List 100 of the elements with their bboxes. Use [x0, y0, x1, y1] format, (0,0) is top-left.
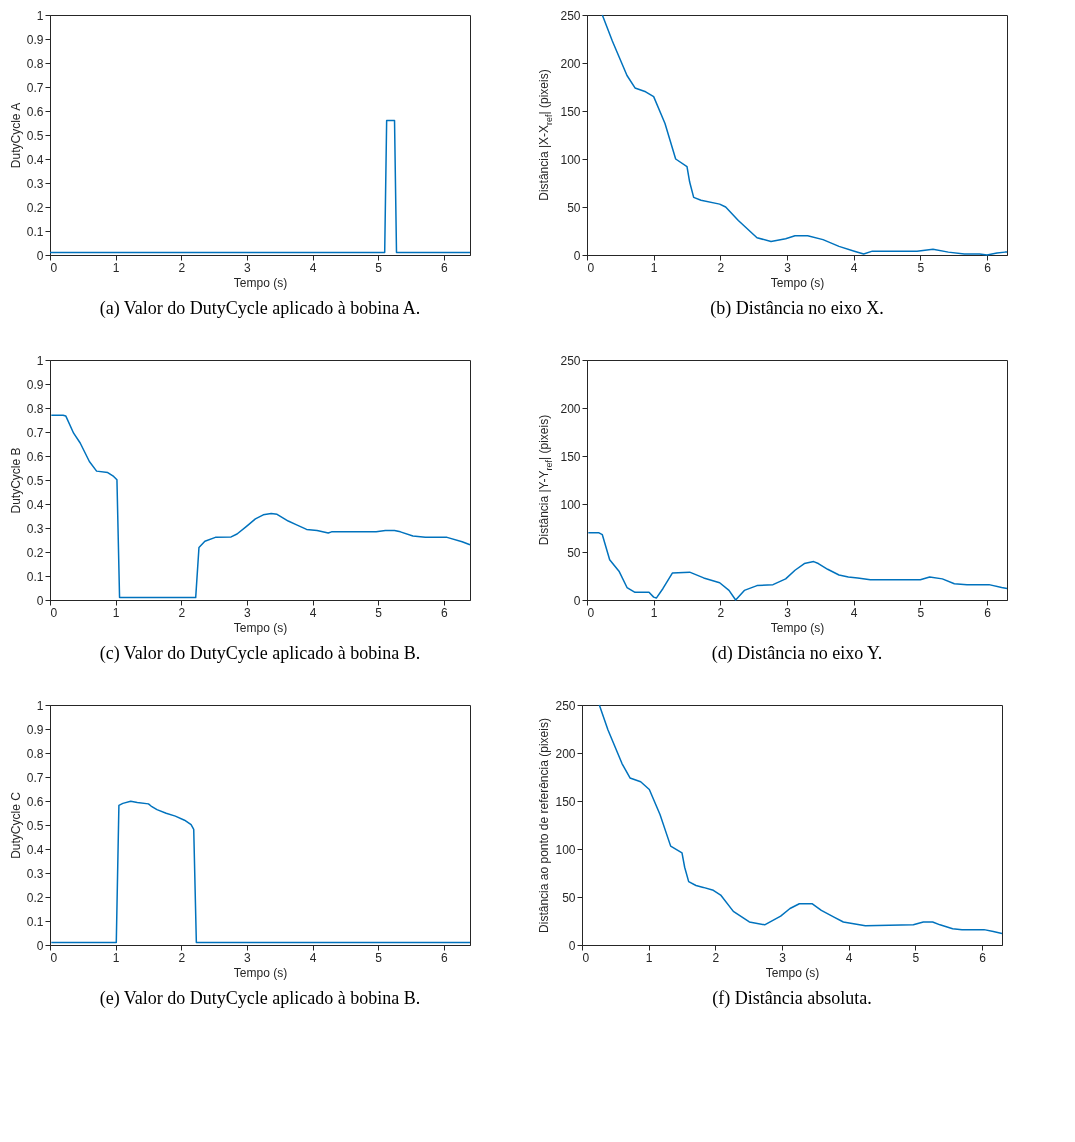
x-tick-label: 6 — [440, 950, 448, 965]
y-tick-label: 0.2 — [26, 200, 44, 215]
y-tick-label: 0.1 — [26, 914, 44, 929]
y-tick-label: 0.1 — [26, 224, 44, 239]
x-tick-label: 6 — [440, 605, 448, 620]
y-tick-label: 100 — [560, 152, 581, 167]
y-tick-label: 200 — [555, 746, 576, 761]
x-tick-label: 4 — [309, 605, 317, 620]
x-tick-label: 1 — [112, 605, 120, 620]
x-tick-label: 0 — [50, 260, 58, 275]
x-axis-title: Tempo (s) — [233, 620, 288, 635]
line-series — [50, 800, 471, 944]
text: (c) Valor do DutyCycle aplicado à bobina B. — [99, 643, 421, 664]
y-tick-label: 0.8 — [26, 56, 44, 71]
x-axis-title: Tempo (s) — [770, 275, 825, 290]
x-axis-title: Tempo (s) — [233, 275, 288, 290]
x-tick-label: 1 — [650, 260, 658, 275]
x-tick-label: 1 — [112, 950, 120, 965]
x-tick-label: 1 — [112, 260, 120, 275]
x-tick-label: 2 — [178, 260, 186, 275]
y-tick-label: 1 — [36, 353, 44, 368]
y-tick-label: 0 — [568, 938, 576, 953]
y-tick-label: 0.5 — [26, 818, 44, 833]
y-tick-label: 0.9 — [26, 32, 44, 47]
y-axis-title: DutyCycle C — [8, 791, 23, 859]
x-tick-label: 6 — [984, 260, 992, 275]
text: (b) Distância no eixo X. — [710, 298, 884, 319]
y-tick-label: 0.3 — [26, 176, 44, 191]
x-tick-label: 0 — [50, 950, 58, 965]
x-axis-title: Tempo (s) — [770, 620, 825, 635]
y-tick-label: 0 — [36, 593, 44, 608]
x-tick-label: 0 — [587, 260, 595, 275]
x-tick-label: 3 — [244, 260, 252, 275]
line-series — [587, 532, 1008, 601]
x-tick-label: 6 — [440, 260, 448, 275]
line-series — [598, 704, 1003, 935]
text: (e) Valor do DutyCycle aplicado à bobina B. — [99, 988, 421, 1009]
x-axis-title: Tempo (s) — [233, 965, 288, 980]
y-tick-label: 0 — [36, 938, 44, 953]
y-tick-label: 0.3 — [26, 521, 44, 536]
y-tick-label: 0.4 — [26, 152, 44, 167]
y-axis-title: Distância |Y-Yref| (pixeis) — [537, 414, 554, 546]
line-series — [50, 414, 471, 599]
y-tick-label: 0.8 — [26, 401, 44, 416]
x-tick-label: 5 — [917, 260, 925, 275]
y-tick-label: 1 — [36, 698, 44, 713]
y-tick-label: 0.5 — [26, 128, 44, 143]
y-tick-label: 250 — [555, 698, 576, 713]
x-tick-label: 5 — [912, 950, 920, 965]
x-tick-label: 1 — [645, 950, 653, 965]
y-tick-label: 150 — [555, 794, 576, 809]
x-tick-label: 3 — [244, 950, 252, 965]
x-tick-label: 5 — [375, 950, 383, 965]
x-tick-label: 2 — [712, 950, 720, 965]
y-tick-label: 0.2 — [26, 890, 44, 905]
x-tick-label: 3 — [244, 605, 252, 620]
y-axis-title: DutyCycle B — [8, 447, 23, 514]
y-tick-label: 0.7 — [26, 770, 44, 785]
x-tick-label: 6 — [984, 605, 992, 620]
x-tick-label: 3 — [779, 950, 787, 965]
y-tick-label: 50 — [562, 890, 576, 905]
y-tick-label: 250 — [560, 8, 581, 23]
x-tick-label: 2 — [178, 605, 186, 620]
y-tick-label: 0.3 — [26, 866, 44, 881]
x-tick-label: 5 — [375, 260, 383, 275]
x-tick-label: 2 — [717, 605, 725, 620]
x-tick-label: 4 — [850, 605, 858, 620]
y-tick-label: 200 — [560, 56, 581, 71]
y-tick-label: 100 — [555, 842, 576, 857]
x-axis-title: Tempo (s) — [765, 965, 820, 980]
text: (f) Distância absoluta. — [712, 988, 872, 1009]
y-tick-label: 0.8 — [26, 746, 44, 761]
x-tick-label: 4 — [850, 260, 858, 275]
y-axis-title: DutyCycle A — [8, 102, 23, 169]
x-tick-label: 1 — [650, 605, 658, 620]
y-tick-label: 50 — [567, 545, 581, 560]
x-tick-label: 6 — [979, 950, 987, 965]
y-tick-label: 0.4 — [26, 842, 44, 857]
y-tick-label: 0.5 — [26, 473, 44, 488]
y-tick-label: 0 — [573, 593, 581, 608]
y-tick-label: 0.9 — [26, 722, 44, 737]
y-tick-label: 0.6 — [26, 104, 44, 119]
y-tick-label: 0 — [36, 248, 44, 263]
line-series — [601, 14, 1008, 256]
x-tick-label: 2 — [717, 260, 725, 275]
y-tick-label: 0.7 — [26, 80, 44, 95]
y-tick-label: 100 — [560, 497, 581, 512]
y-tick-label: 0.4 — [26, 497, 44, 512]
x-tick-label: 5 — [375, 605, 383, 620]
x-tick-label: 4 — [845, 950, 853, 965]
text: (a) Valor do DutyCycle aplicado à bobina A. — [99, 298, 421, 319]
x-tick-label: 0 — [587, 605, 595, 620]
y-axis-title: Distância ao ponto de referência (pixeis) — [537, 718, 552, 933]
y-tick-label: 0.6 — [26, 794, 44, 809]
y-tick-label: 50 — [567, 200, 581, 215]
text: (d) Distância no eixo Y. — [711, 643, 883, 664]
x-tick-label: 3 — [784, 605, 792, 620]
x-tick-label: 4 — [309, 260, 317, 275]
x-tick-label: 3 — [784, 260, 792, 275]
y-axis-title: Distância |X-Xref| (pixeis) — [537, 69, 554, 201]
